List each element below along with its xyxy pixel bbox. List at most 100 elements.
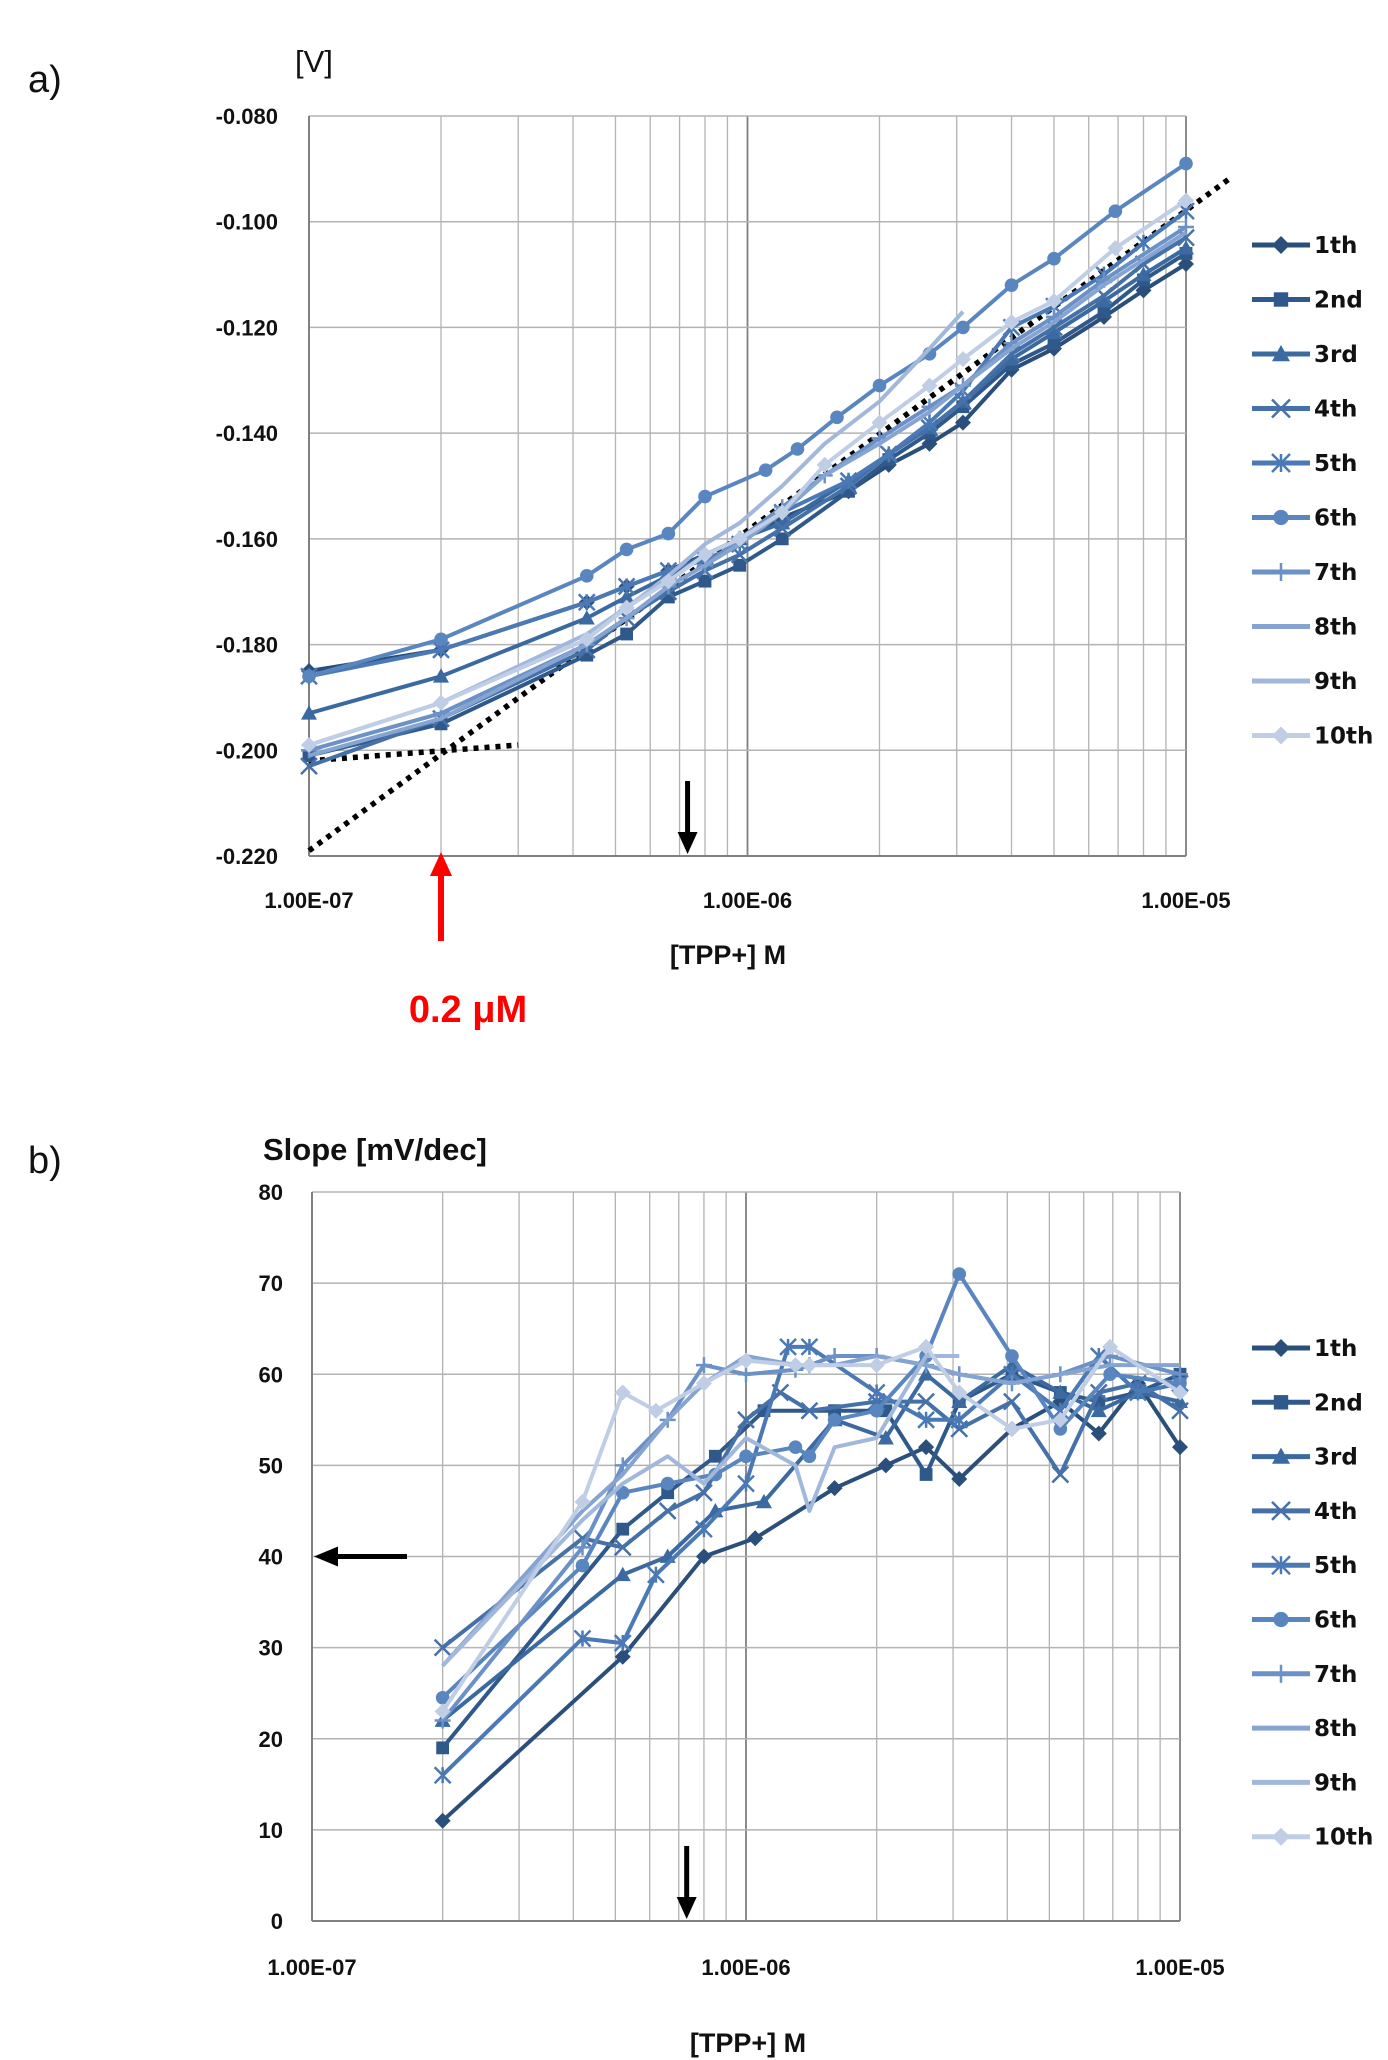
legend-marker xyxy=(1272,563,1290,581)
data-point xyxy=(708,1467,723,1482)
legend-label: 8th xyxy=(1314,615,1357,641)
data-point xyxy=(434,632,448,647)
data-point xyxy=(1047,336,1061,350)
arrow-left-head xyxy=(314,1546,338,1567)
data-point xyxy=(433,694,450,711)
legend-marker xyxy=(1273,509,1289,526)
data-point xyxy=(802,1449,817,1464)
data-point xyxy=(839,471,858,490)
data-point xyxy=(1045,324,1062,340)
data-point xyxy=(1172,1366,1188,1383)
data-point xyxy=(578,610,595,625)
x-tick-label: 1.00E-06 xyxy=(703,888,792,913)
series-2nd xyxy=(436,1367,1187,1755)
data-point xyxy=(433,1766,452,1785)
data-point xyxy=(1052,1411,1069,1428)
legend-marker xyxy=(1272,1827,1290,1846)
data-point xyxy=(826,1348,843,1365)
legend-label: 7th xyxy=(1314,1662,1357,1688)
data-point xyxy=(620,627,633,641)
y-tick-label: 60 xyxy=(259,1362,283,1387)
data-point xyxy=(1095,293,1112,308)
data-point xyxy=(1003,314,1020,331)
series-10th xyxy=(434,1338,1188,1720)
data-point xyxy=(954,414,971,431)
data-point xyxy=(951,1393,968,1408)
data-point xyxy=(758,463,773,477)
data-point xyxy=(1003,1420,1020,1437)
data-point xyxy=(647,1402,664,1419)
data-point xyxy=(738,1366,754,1383)
data-point xyxy=(300,757,318,776)
data-point xyxy=(1171,1401,1189,1420)
legend-label: 2nd xyxy=(1314,1390,1363,1416)
data-point xyxy=(1135,282,1152,299)
data-point xyxy=(695,1483,713,1502)
y-tick-label: 20 xyxy=(259,1727,283,1752)
data-point xyxy=(737,1410,755,1429)
data-point xyxy=(826,1480,843,1497)
data-point xyxy=(918,1338,935,1355)
data-point xyxy=(1172,1384,1188,1401)
panel-a-y-unit: [V] xyxy=(295,44,333,79)
data-point xyxy=(1178,240,1194,255)
y-tick-label: -0.080 xyxy=(216,104,278,129)
legend-label: 2nd xyxy=(1314,288,1363,314)
legend-label: 7th xyxy=(1314,560,1357,586)
legend-label: 6th xyxy=(1314,1608,1357,1634)
data-point xyxy=(1004,278,1019,292)
legend-label: 5th xyxy=(1314,1553,1357,1579)
y-tick-label: 0 xyxy=(271,1909,283,1934)
data-point xyxy=(879,445,898,464)
data-point xyxy=(695,1548,712,1565)
data-point xyxy=(1129,1383,1147,1402)
data-point xyxy=(575,1558,590,1573)
data-point xyxy=(877,1457,894,1474)
data-point xyxy=(1052,1384,1069,1399)
legend-item-3rd: 3rd xyxy=(1252,1445,1358,1471)
data-point xyxy=(773,519,792,538)
legend-marker xyxy=(1271,398,1291,419)
data-point xyxy=(695,1375,712,1392)
data-point xyxy=(788,1440,803,1454)
legend-label: 10th xyxy=(1314,1825,1373,1851)
data-point xyxy=(660,1476,675,1491)
data-point xyxy=(787,1357,804,1374)
data-point xyxy=(1045,293,1062,309)
panel-b-label: b) xyxy=(28,1140,62,1182)
legend-label: 3rd xyxy=(1314,1445,1358,1471)
y-tick-label: 30 xyxy=(259,1636,283,1661)
data-point xyxy=(950,1410,969,1429)
legend-label: 6th xyxy=(1314,506,1357,532)
data-point xyxy=(775,532,789,546)
data-point xyxy=(1097,305,1111,318)
data-point xyxy=(1135,266,1152,281)
data-point xyxy=(618,589,635,604)
panel-b-legend: 1th 2nd 3rd 4th 5th 6th 7th 8th 9th 10th xyxy=(1252,1336,1373,1851)
data-point xyxy=(301,737,317,753)
data-point xyxy=(951,1384,968,1401)
data-point xyxy=(917,1410,935,1429)
data-point xyxy=(614,1648,631,1665)
data-point xyxy=(1053,1422,1068,1436)
data-point xyxy=(917,1392,935,1411)
data-point xyxy=(956,320,970,335)
dotted-trend-line xyxy=(308,742,519,764)
arrow-down-head xyxy=(676,1897,697,1919)
panel-a-plot: -0.080 -0.100 -0.120 -0.140 -0.160 -0.180 -0.2… xyxy=(216,104,1231,941)
panel-a-legend: 1th 2nd 3rd 4th 5th 6th 7th 8th 9th 10th xyxy=(1252,233,1373,750)
data-point xyxy=(614,1384,631,1401)
data-point xyxy=(871,414,888,431)
y-tick-label: -0.100 xyxy=(216,210,278,235)
data-point xyxy=(695,1520,713,1539)
legend-label: 4th xyxy=(1314,1499,1357,1525)
legend-label: 1th xyxy=(1314,233,1357,259)
series-line xyxy=(308,198,1188,747)
data-point xyxy=(647,1565,665,1584)
data-point xyxy=(1108,204,1123,218)
legend-label: 8th xyxy=(1314,1716,1357,1742)
data-point xyxy=(737,1474,755,1493)
data-point xyxy=(1103,1367,1117,1382)
legend-marker xyxy=(1273,292,1289,307)
legend-item-10th: 10th xyxy=(1252,1825,1373,1851)
